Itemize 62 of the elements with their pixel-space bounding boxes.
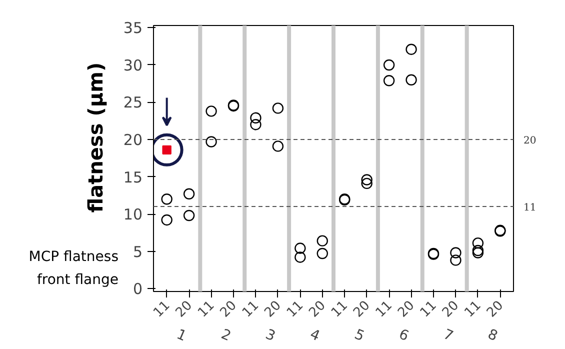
point	[406, 74, 417, 86]
text: front flange	[36, 272, 119, 288]
point	[406, 44, 417, 55]
text: 1	[174, 326, 189, 345]
text: 8	[485, 326, 500, 345]
text: 6	[396, 326, 411, 345]
point	[272, 102, 284, 114]
text: MCP flatness	[28, 249, 119, 266]
point	[183, 188, 195, 200]
point	[472, 237, 484, 249]
point	[161, 214, 172, 226]
y-tick-label: 10	[123, 206, 143, 224]
point	[206, 106, 217, 117]
x-tick-label: 11	[462, 298, 484, 321]
x-tick-label: 11	[150, 298, 174, 321]
y-tick-label: 20	[123, 131, 143, 149]
point	[361, 174, 372, 186]
x-tick-label: 11	[328, 298, 351, 321]
x-tick-label: 11	[240, 298, 262, 321]
point	[383, 75, 395, 86]
x-tick-label: 11	[418, 298, 440, 321]
point	[250, 112, 262, 124]
y-tick-label: 15	[123, 168, 143, 186]
point	[472, 244, 484, 256]
x-tick-label: 20	[350, 298, 374, 321]
y-tick-label: 35	[123, 19, 143, 38]
point	[250, 119, 262, 130]
text: 5	[352, 326, 366, 345]
y-tick-label: 5	[132, 242, 143, 261]
x-tick-label: 20	[173, 298, 196, 321]
point	[383, 59, 395, 71]
x-tick-label: 11	[284, 298, 307, 321]
y-axis-title: flatness (µm)	[84, 62, 108, 213]
point	[183, 210, 195, 222]
x-tick-label: 20	[440, 298, 462, 321]
x-tick-label: 20	[262, 298, 284, 321]
point	[294, 242, 306, 254]
y-tick-label: 25	[123, 94, 143, 112]
point	[450, 247, 462, 258]
y-tick-label: 30	[123, 56, 143, 74]
point	[294, 252, 306, 263]
text: 7	[440, 326, 456, 345]
text: 4	[308, 326, 322, 345]
text: 2	[218, 326, 234, 345]
x-tick-label: 11	[195, 298, 218, 321]
ref-line-label: 20	[524, 136, 536, 146]
point	[450, 254, 462, 266]
x-tick-label: 20	[484, 298, 507, 321]
point	[316, 248, 328, 260]
point	[361, 178, 372, 190]
y-tick-label: 0	[132, 280, 143, 298]
point	[272, 140, 284, 152]
point	[472, 247, 484, 258]
point	[316, 235, 328, 246]
ref-line-label: 11	[524, 202, 536, 214]
x-tick-label: 20	[395, 298, 418, 321]
x-tick-label: 20	[218, 298, 240, 321]
point	[161, 194, 172, 205]
text: 3	[263, 326, 278, 345]
x-tick-label: 20	[306, 298, 329, 321]
point	[206, 136, 217, 148]
x-tick-label: 11	[373, 298, 396, 321]
